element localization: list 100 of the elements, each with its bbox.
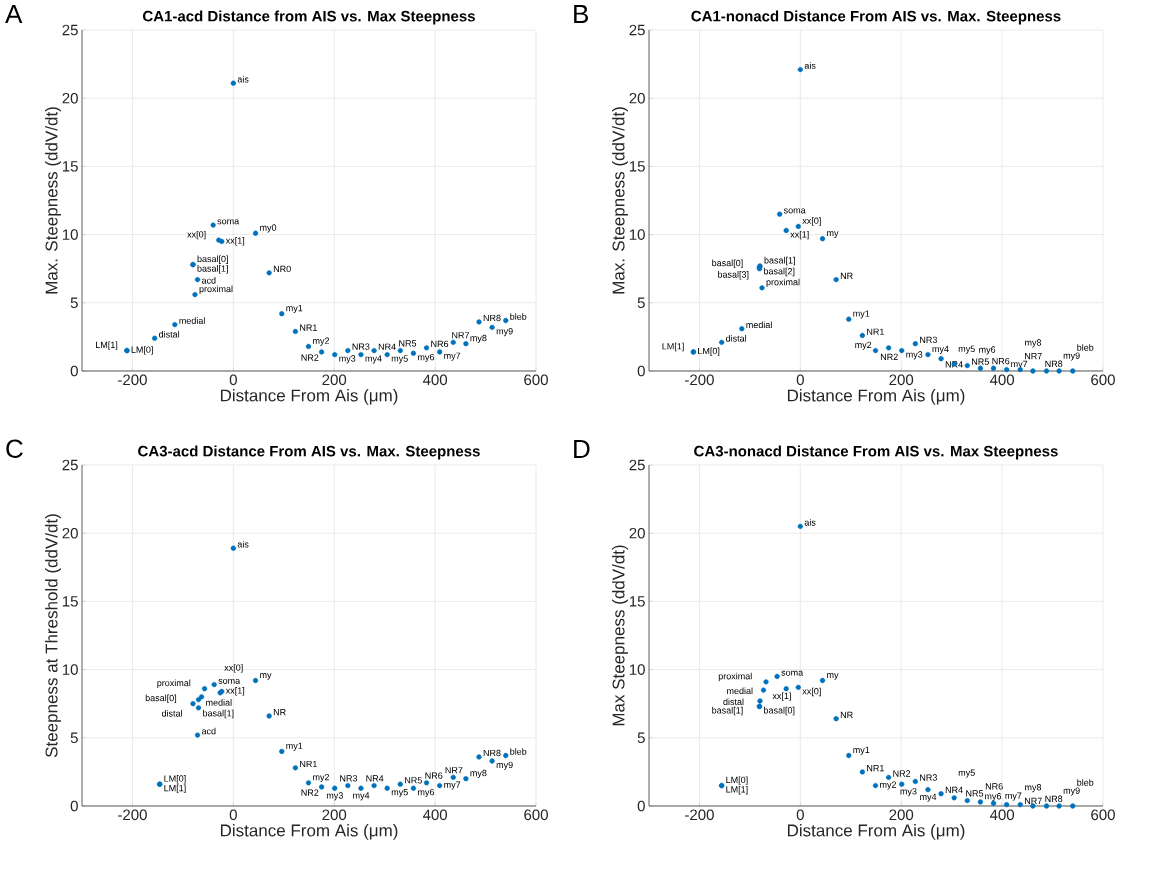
y-axis-title: Max. Steepness (ddV/dt): [45, 107, 61, 294]
x-tick-label: 400: [989, 374, 1015, 386]
annotation: NR1: [300, 760, 317, 768]
annotation: NR7: [452, 332, 470, 339]
annotation: NR5: [972, 358, 989, 365]
annotation: LM[1]: [164, 784, 186, 794]
x-tick-label: 200: [322, 374, 347, 386]
x-axis-title: Distance From Ais (μm): [787, 389, 965, 405]
annotation: medial: [206, 699, 232, 706]
annotation: LM[0]: [698, 347, 720, 356]
annotation: NR7: [1025, 352, 1042, 360]
annotation: NR2: [893, 770, 911, 777]
annotation: NR2: [301, 354, 319, 361]
annotation: NR3: [340, 775, 358, 782]
x-axis-title: Distance From Ais (μm): [787, 824, 965, 840]
y-tick-label: 5: [70, 297, 78, 309]
annotation: NR8: [1045, 360, 1063, 367]
x-axis-title: Distance From Ais (μm): [220, 824, 398, 840]
annotation: distal: [159, 330, 180, 338]
text: A: [5, 5, 23, 23]
annotation: NR7: [445, 767, 463, 774]
annotation: LM[1]: [96, 341, 118, 350]
annotation: my8: [470, 334, 487, 344]
annotation: distal: [723, 698, 744, 706]
annotation: my0: [260, 224, 277, 233]
annotation: basal[3]: [718, 271, 749, 280]
x-tick-label: -200: [685, 809, 714, 821]
annotation: soma: [781, 670, 804, 676]
y-tick-label: 15: [629, 161, 645, 172]
annotation: LM[1]: [726, 785, 748, 795]
annotation: basal[1]: [197, 265, 228, 274]
annotation: NR4: [378, 343, 396, 350]
annotation: my7: [444, 781, 461, 790]
y-tick-label: 20: [629, 92, 645, 104]
x-tick-label: -200: [118, 374, 147, 386]
chart-title: CA3-acd Distance From AIS vs. Max. Steepness: [138, 445, 480, 460]
annotation: proximal: [199, 285, 233, 294]
annotation: my2: [880, 781, 897, 790]
y-tick-label: 0: [70, 800, 78, 812]
annotation: NR6: [431, 340, 449, 348]
annotation: NR7: [1025, 797, 1042, 804]
annotation: my6: [979, 346, 996, 355]
annotation: distal: [726, 335, 747, 342]
annotation: my6: [985, 793, 1002, 802]
annotation: NR: [840, 272, 853, 279]
annotation: NR: [273, 709, 286, 716]
annotation: my8: [470, 769, 487, 779]
annotation: LM[0]: [131, 346, 153, 355]
annotation: my9: [496, 761, 513, 770]
annotation: my3: [339, 355, 356, 364]
annotation: NR8: [1045, 795, 1063, 802]
annotation: acd: [201, 727, 216, 735]
chart-title: CA1-nonacd Distance From AIS vs. Max. Steepness: [691, 10, 1061, 25]
x-tick-label: 600: [1091, 374, 1115, 386]
annotation: xx[1]: [225, 687, 245, 696]
annotation: ais: [237, 540, 249, 548]
annotation: xx[1]: [772, 692, 791, 701]
annotation: basal[0]: [764, 706, 795, 716]
annotation: my3: [906, 351, 923, 360]
annotation: NR3: [920, 336, 937, 344]
annotation: NR2: [301, 789, 319, 796]
x-tick-label: 200: [889, 809, 914, 821]
annotation: bleb: [510, 313, 527, 320]
x-tick-label: 600: [524, 809, 548, 821]
annotation: basal[0]: [197, 255, 228, 264]
annotation: basal[1]: [712, 706, 743, 716]
y-tick-label: 15: [62, 596, 78, 607]
annotation: my2: [313, 773, 330, 783]
annotation: my8: [1025, 339, 1042, 348]
annotation: ais: [237, 75, 249, 83]
annotation: my4: [365, 355, 382, 364]
y-tick-label: 0: [637, 800, 645, 812]
x-tick-label: -200: [685, 374, 714, 386]
annotation: xx[1]: [225, 237, 245, 246]
text: B: [574, 5, 588, 23]
annotation: NR1: [867, 328, 884, 335]
annotation: soma: [783, 208, 806, 214]
annotation: basal[0]: [712, 259, 743, 268]
annotation: my4: [920, 793, 937, 802]
x-tick-label: 0: [229, 809, 237, 821]
annotation: ais: [804, 519, 816, 526]
y-axis-title: Steepness at Threshold (ddV/dt): [45, 514, 61, 758]
annotation: my5: [391, 355, 408, 364]
annotation: xx[0]: [224, 664, 243, 673]
annotation: my2: [313, 337, 330, 346]
annotation: my6: [418, 788, 435, 798]
y-tick-label: 0: [70, 365, 78, 377]
annotation: my: [827, 231, 839, 238]
annotation: proximal: [718, 672, 752, 682]
annotation: my4: [932, 345, 949, 354]
x-tick-label: 400: [989, 809, 1015, 821]
y-axis-title: Max Steepness (ddV/dt): [612, 545, 628, 726]
chart-title: CA1-acd Distance from AIS vs. Max Steepness: [143, 10, 475, 25]
annotation: acd: [201, 277, 216, 284]
annotation: my9: [1063, 787, 1080, 796]
x-axis-title: Distance From Ais (μm): [220, 389, 398, 405]
y-tick-label: 20: [62, 527, 78, 539]
annotation: my8: [1025, 784, 1042, 793]
x-tick-label: 600: [524, 374, 548, 386]
y-tick-label: 25: [62, 24, 78, 36]
